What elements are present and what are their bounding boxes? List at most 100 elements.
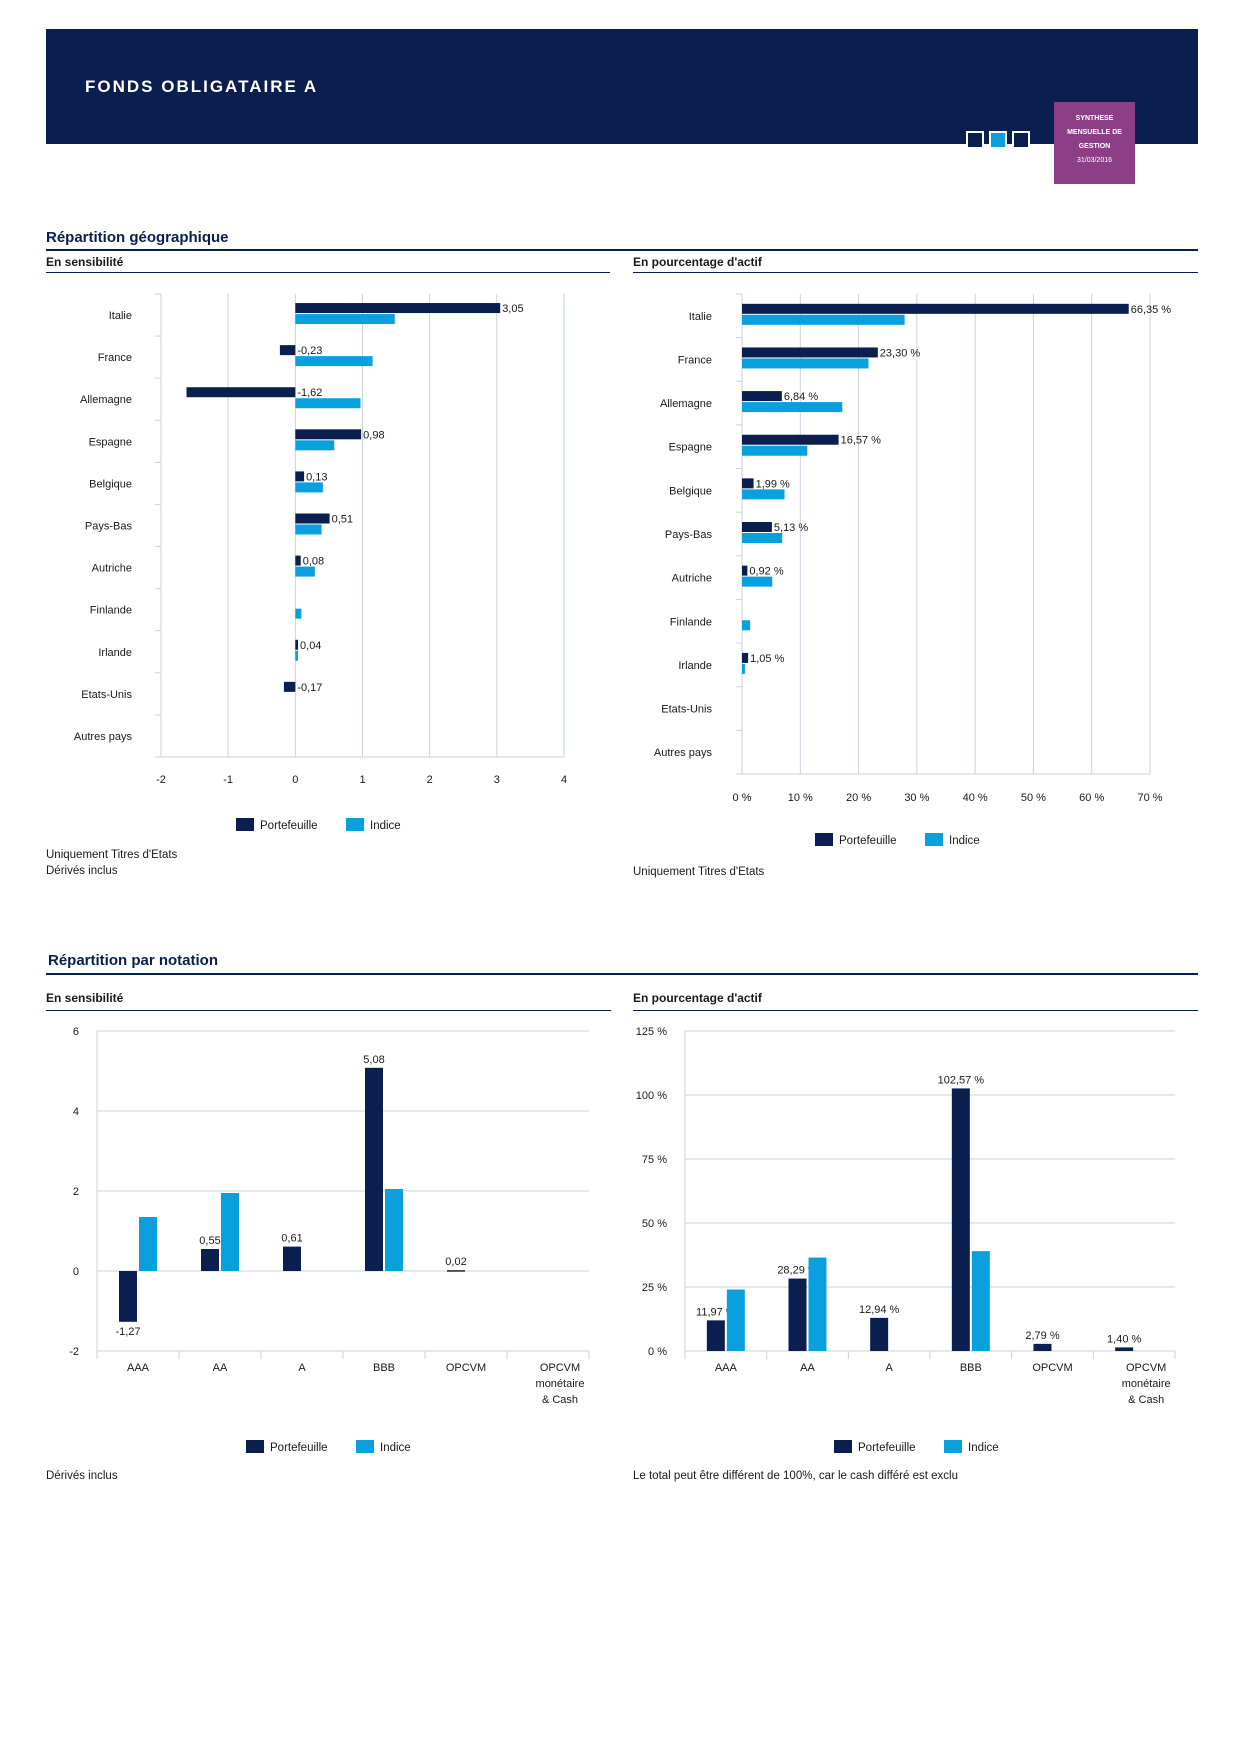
bar-portefeuille [1115, 1347, 1134, 1351]
x-tick-label: 30 % [904, 792, 929, 804]
rating-section-rule [46, 973, 1198, 975]
data-label-portefeuille: 16,57 % [841, 435, 882, 447]
data-label-portefeuille: 5,08 [363, 1054, 384, 1066]
bar-indice [385, 1189, 403, 1271]
category-label: OPCVM [446, 1362, 486, 1374]
legend-swatch-indice [944, 1440, 962, 1453]
data-label-portefeuille: -1,27 [115, 1326, 140, 1338]
data-label-portefeuille: 6,84 % [784, 391, 818, 403]
bar-portefeuille [365, 1067, 383, 1271]
bar-portefeuille [742, 391, 782, 402]
bar-portefeuille [870, 1317, 889, 1351]
rating-sens-subtitle: En sensibilité [46, 991, 124, 1005]
bar-indice [742, 663, 745, 674]
category-label: AAA [715, 1362, 738, 1374]
bar-portefeuille [742, 478, 754, 489]
category-label: Italie [689, 311, 712, 323]
badge-date: 31/03/2016 [1076, 157, 1113, 164]
legend-label-indice: Indice [949, 835, 980, 847]
bar-portefeuille [295, 471, 305, 482]
data-label-portefeuille: 1,40 % [1107, 1333, 1141, 1345]
bar-indice [808, 1257, 827, 1351]
geo-pct-rule [633, 272, 1198, 273]
category-label: Pays-Bas [665, 529, 713, 541]
category-label: Irlande [678, 660, 712, 672]
category-label: Finlande [670, 616, 712, 628]
rating-sens-note: Dérivés inclus [46, 1468, 118, 1484]
bar-indice [295, 524, 322, 535]
bar-indice [221, 1193, 239, 1271]
category-label: OPCVM [540, 1362, 580, 1374]
legend-swatch-indice [925, 833, 943, 846]
rating-sens-rule [46, 1010, 611, 1011]
rating-pct-rule [633, 1010, 1198, 1011]
bar-portefeuille [283, 681, 296, 692]
category-label: Italie [109, 310, 132, 322]
badge-line: GESTION [1078, 143, 1111, 150]
bar-portefeuille [279, 345, 296, 356]
y-tick-label: 125 % [636, 1026, 667, 1038]
data-label-portefeuille: 28,29 % [777, 1265, 818, 1277]
data-label-portefeuille: 0,08 [303, 556, 324, 568]
category-label: Etats-Unis [661, 704, 712, 716]
y-tick-label: 25 % [642, 1282, 667, 1294]
data-label-portefeuille: 1,99 % [756, 478, 790, 490]
data-label-portefeuille: 0,13 [306, 471, 327, 483]
data-label-portefeuille: 0,55 [199, 1235, 220, 1247]
category-label: BBB [960, 1362, 982, 1374]
rating-sensitivity-chart: -2 0 2 4 6 AAA -1,27 AA 0,55 A 0,61 BBB 5,08 OPCVM 0,0… [69, 1026, 590, 1454]
data-label-portefeuille: 12,94 % [859, 1304, 900, 1316]
bar-indice [295, 482, 323, 493]
y-tick-label: 4 [73, 1106, 79, 1118]
data-label-portefeuille: 23,30 % [880, 347, 921, 359]
legend-swatch-indice [346, 818, 364, 831]
legend-label-portefeuille: Portefeuille [260, 820, 318, 832]
x-tick-label: 60 % [1079, 792, 1104, 804]
category-label: monétaire [1122, 1378, 1171, 1390]
bar-portefeuille [1033, 1343, 1052, 1351]
geo-sens-note: Uniquement Titres d'Etats Dérivés inclus [46, 847, 177, 879]
legend-label-portefeuille: Portefeuille [270, 1442, 328, 1454]
data-label-portefeuille: 0,04 [300, 640, 321, 652]
category-label: France [98, 352, 132, 364]
y-tick-label: 0 [73, 1266, 79, 1278]
data-label-portefeuille: 2,79 % [1025, 1330, 1059, 1342]
note-line: Uniquement Titres d'Etats [633, 866, 765, 878]
legend-swatch-indice [356, 1440, 374, 1453]
data-label-portefeuille: 0,02 [445, 1256, 466, 1268]
bar-indice [295, 566, 315, 577]
rating-section-title: Répartition par notation [48, 952, 218, 969]
bar-portefeuille [295, 513, 330, 524]
category-label: A [298, 1362, 306, 1374]
bar-indice [295, 398, 361, 409]
data-label-portefeuille: 5,13 % [774, 522, 808, 534]
bar-indice [295, 650, 299, 661]
category-label: Pays-Bas [85, 521, 133, 533]
bar-portefeuille [742, 652, 749, 663]
bar-indice [742, 402, 843, 413]
y-tick-label: -2 [69, 1346, 79, 1358]
bar-portefeuille [295, 555, 301, 566]
legend-swatch-portefeuille [236, 818, 254, 831]
category-label: Allemagne [660, 398, 712, 410]
data-label-portefeuille: 0,98 [363, 429, 384, 441]
geo-pct-subtitle: En pourcentage d'actif [633, 255, 762, 269]
bar-portefeuille [283, 1246, 301, 1271]
bar-indice [295, 608, 302, 619]
legend-label-indice: Indice [370, 820, 401, 832]
report-badge: SYNTHESE MENSUELLE DE GESTION 31/03/2016 [1054, 102, 1135, 184]
legend-label-indice: Indice [380, 1442, 411, 1454]
y-tick-label: 2 [73, 1186, 79, 1198]
bar-portefeuille [447, 1270, 465, 1272]
category-label: AA [213, 1362, 228, 1374]
square-icon [966, 131, 984, 149]
x-tick-label: 70 % [1137, 792, 1162, 804]
note-line: Dérivés inclus [46, 1470, 118, 1482]
category-label: A [885, 1362, 893, 1374]
bar-indice [742, 358, 869, 369]
bar-indice [742, 445, 808, 456]
bar-portefeuille [119, 1271, 137, 1322]
x-tick-label: 0 % [733, 792, 752, 804]
data-label-portefeuille: -0,17 [297, 682, 322, 694]
x-tick-label: 4 [561, 774, 567, 786]
